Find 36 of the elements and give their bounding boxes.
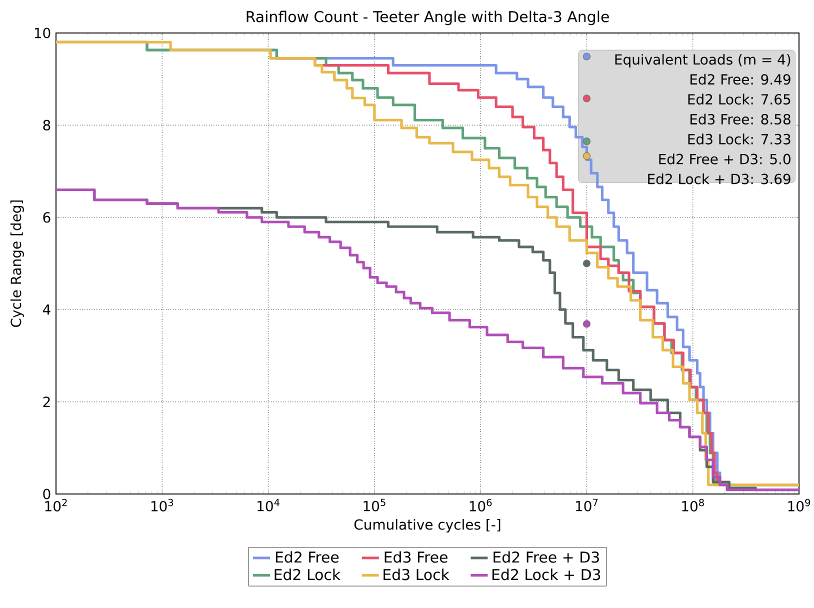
legend-label: Ed3 Free: [384, 551, 448, 563]
y-tick-label: 10: [34, 28, 50, 38]
annotation: Ed3 Lock: 7.33: [688, 134, 790, 144]
y-axis-title: Cycle Range [deg]: [10, 200, 24, 327]
legend-label: Ed2 Free + D3: [494, 551, 599, 563]
y-tick-label: 2: [43, 396, 50, 407]
annotation: Ed2 Lock + D3: 3.69: [648, 173, 790, 184]
x-tick-label: 10$^{7}$: [576, 498, 598, 512]
point: [582, 320, 591, 328]
legend-label: Ed2 Lock + D3: [492, 568, 600, 580]
x-tick-label: 10$^{4}$: [258, 498, 280, 512]
point: [582, 94, 591, 102]
y-tick-label: 8: [43, 120, 50, 130]
y-tick-label: 4: [42, 304, 50, 315]
annotation: Ed2 Lock: 7.65: [688, 94, 790, 105]
x-tick-label: 10$^{9}$: [788, 498, 810, 512]
x-tick-label: 10$^{8}$: [682, 498, 704, 512]
legend-label: Ed2 Free: [276, 551, 339, 563]
x-axis-title: Cumulative cycles [-]: [354, 519, 500, 532]
x-tick-label: 10$^{2}$: [45, 498, 67, 512]
x-tick-label: 10$^{3}$: [151, 498, 174, 512]
x-tick-label: 10$^{5}$: [364, 498, 386, 512]
y-tick-label: 6: [43, 212, 50, 223]
x-tick-label: 10$^{6}$: [470, 498, 492, 512]
annotation: Equivalent Loads (m = 4): [615, 54, 790, 68]
chart-title: Rainflow Count - Teeter Angle with Delta-3 Angle: [246, 10, 609, 26]
point: [582, 138, 591, 146]
point: [582, 152, 591, 160]
annotation: Ed2 Free + D3: 5.0: [659, 154, 790, 164]
point: [582, 260, 591, 268]
legend-label: Ed2 Lock: [274, 568, 341, 580]
legend-label: Ed3 Lock: [384, 568, 450, 580]
y-tick-label: 0: [43, 488, 50, 500]
annotation: Ed2 Free: 9.49: [690, 74, 790, 85]
point: [582, 52, 591, 60]
annotation: Ed3 Free: 8.58: [690, 114, 790, 125]
